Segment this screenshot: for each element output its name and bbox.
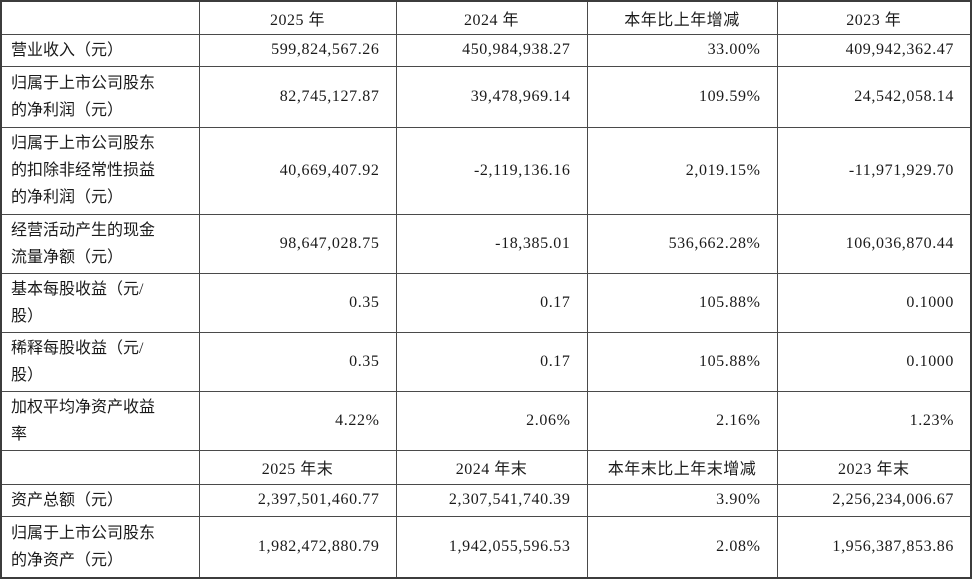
value-cell: 536,662.28% [586,213,778,274]
col-header-yoy-change: 本年比上年增减 [586,0,778,35]
value-cell: 1,982,472,880.79 [198,515,397,579]
period-header-row: 2025 年 2024 年 本年比上年增减 2023 年 [0,0,972,35]
value-cell: 1.23% [776,390,972,451]
table-row-revenue: 营业收入（元） 599,824,567.26 450,984,938.27 33… [0,33,972,67]
value-cell: 0.35 [198,331,397,392]
table-row-net-assets: 归属于上市公司股东 的净资产（元） 1,982,472,880.79 1,942… [0,515,972,579]
row-label: 加权平均净资产收益 率 [0,390,200,451]
table-row-weighted-avg-roe: 加权平均净资产收益 率 4.22% 2.06% 2.16% 1.23% [0,390,972,451]
value-cell: 105.88% [586,272,778,333]
corner-cell [0,449,200,485]
table-row-total-assets: 资产总额（元） 2,397,501,460.77 2,307,541,740.3… [0,483,972,517]
row-label: 归属于上市公司股东 的净资产（元） [0,515,200,579]
value-cell: 2.16% [586,390,778,451]
value-cell: 0.17 [395,272,588,333]
table-row-operating-cash-flow: 经营活动产生的现金 流量净额（元） 98,647,028.75 -18,385.… [0,213,972,274]
value-cell: 1,956,387,853.86 [776,515,972,579]
value-cell: 0.1000 [776,272,972,333]
row-label: 稀释每股收益（元/ 股） [0,331,200,392]
value-cell: 98,647,028.75 [198,213,397,274]
table-row-basic-eps: 基本每股收益（元/ 股） 0.35 0.17 105.88% 0.1000 [0,272,972,333]
col-header-2025: 2025 年 [198,0,397,35]
table-row-net-profit-deducted: 归属于上市公司股东 的扣除非经常性损益 的净利润（元） 40,669,407.9… [0,126,972,215]
value-cell: 39,478,969.14 [395,65,588,128]
value-cell: 2,307,541,740.39 [395,483,588,517]
row-label: 资产总额（元） [0,483,200,517]
value-cell: 2,019.15% [586,126,778,215]
corner-cell [0,0,200,35]
value-cell: 33.00% [586,33,778,67]
value-cell: 3.90% [586,483,778,517]
table-row-net-profit: 归属于上市公司股东 的净利润（元） 82,745,127.87 39,478,9… [0,65,972,128]
value-cell: 0.1000 [776,331,972,392]
value-cell: 2,397,501,460.77 [198,483,397,517]
value-cell: 599,824,567.26 [198,33,397,67]
value-cell: -11,971,929.70 [776,126,972,215]
value-cell: 106,036,870.44 [776,213,972,274]
col-header-2025-end: 2025 年末 [198,449,397,485]
row-label: 归属于上市公司股东 的扣除非经常性损益 的净利润（元） [0,126,200,215]
value-cell: 2,256,234,006.67 [776,483,972,517]
value-cell: 109.59% [586,65,778,128]
value-cell: 40,669,407.92 [198,126,397,215]
col-header-2024: 2024 年 [395,0,588,35]
value-cell: 24,542,058.14 [776,65,972,128]
value-cell: 1,942,055,596.53 [395,515,588,579]
col-header-2023: 2023 年 [776,0,972,35]
value-cell: 2.08% [586,515,778,579]
value-cell: -18,385.01 [395,213,588,274]
value-cell: 105.88% [586,331,778,392]
row-label: 基本每股收益（元/ 股） [0,272,200,333]
value-cell: 450,984,938.27 [395,33,588,67]
col-header-2024-end: 2024 年末 [395,449,588,485]
value-cell: -2,119,136.16 [395,126,588,215]
value-cell: 0.17 [395,331,588,392]
col-header-2023-end: 2023 年末 [776,449,972,485]
value-cell: 0.35 [198,272,397,333]
row-label: 经营活动产生的现金 流量净额（元） [0,213,200,274]
period-end-header-row: 2025 年末 2024 年末 本年末比上年末增减 2023 年末 [0,449,972,485]
col-header-yoy-end-change: 本年末比上年末增减 [586,449,778,485]
value-cell: 2.06% [395,390,588,451]
table-row-diluted-eps: 稀释每股收益（元/ 股） 0.35 0.17 105.88% 0.1000 [0,331,972,392]
row-label: 营业收入（元） [0,33,200,67]
value-cell: 4.22% [198,390,397,451]
value-cell: 409,942,362.47 [776,33,972,67]
value-cell: 82,745,127.87 [198,65,397,128]
row-label: 归属于上市公司股东 的净利润（元） [0,65,200,128]
